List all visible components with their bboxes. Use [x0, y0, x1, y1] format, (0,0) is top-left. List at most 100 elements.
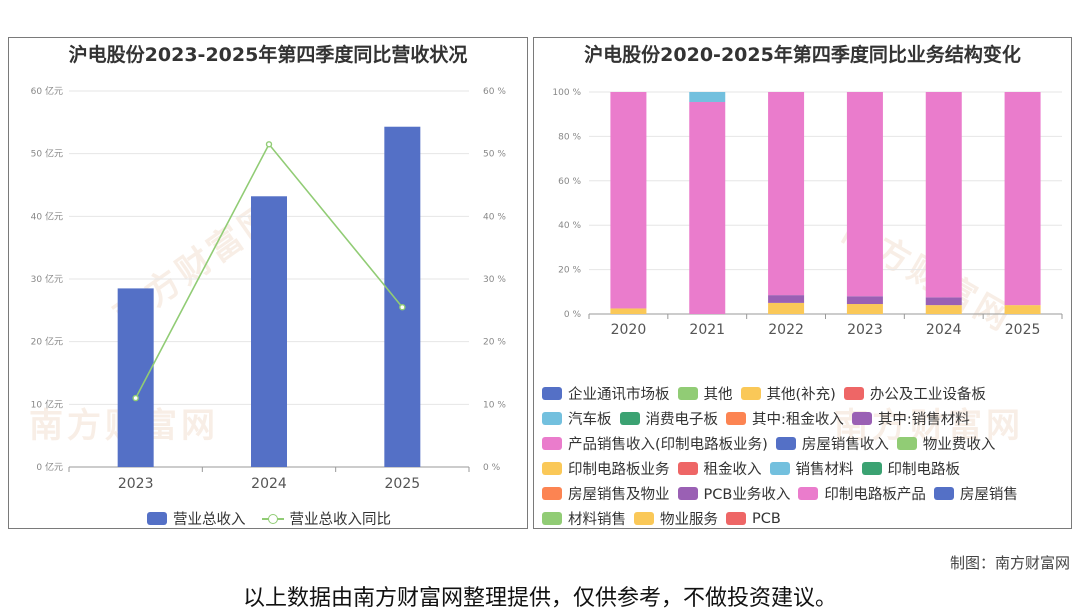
legend-swatch [769, 462, 790, 475]
legend-swatch [726, 512, 746, 525]
revenue-yoy-point [399, 304, 406, 311]
legend-item[interactable]: 其他 [677, 383, 733, 404]
structure-chart-legend: 企业通讯市场板 其他 其他(补充) 办公及工业设备板汽车板 消费电子板 其中:租金收入 其中… [542, 381, 1070, 528]
y-left-tick-label: 20 亿元 [31, 336, 63, 348]
legend-label: PCB [752, 510, 781, 527]
legend-revenue-swatch [147, 512, 167, 525]
x-tick-label: 2024 [926, 322, 962, 338]
legend-revenue-yoy-label: 营业总收入同比 [289, 512, 392, 528]
structure-chart-title: 沪电股份2020-2025年第四季度同比业务结构变化 [584, 44, 1021, 66]
x-tick-label: 2025 [385, 476, 421, 492]
legend-revenue[interactable]: 营业总收入 [147, 508, 246, 528]
structure-bar-segment [768, 92, 805, 296]
legend-label: 其中:租金收入 [752, 412, 844, 428]
legend-label: 物业费收入 [922, 437, 996, 453]
legend-swatch [861, 462, 882, 475]
y-left-tick-label: 50 亿元 [31, 148, 63, 160]
legend-item[interactable]: PCB [726, 511, 781, 527]
legend-item[interactable]: 其他(补充) [740, 383, 836, 404]
x-tick-label: 2023 [847, 322, 883, 338]
legend-swatch [542, 412, 562, 425]
legend-item[interactable]: 产品销售收入(印制电路板业务) [542, 433, 768, 454]
legend-label: 租金收入 [703, 462, 762, 478]
legend-label: 企业通讯市场板 [568, 387, 670, 403]
legend-item[interactable]: 其中:销售材料 [851, 408, 970, 429]
legend-label: 印制电路板产品 [824, 487, 926, 503]
y-right-tick-label: 30 % [483, 275, 506, 285]
legend-label: 物业服务 [660, 512, 718, 528]
legend-swatch [677, 487, 698, 500]
legend-item[interactable]: 房屋销售及物业 [542, 483, 670, 504]
structure-bar-segment [846, 296, 883, 305]
legend-item[interactable]: 房屋销售收入 [775, 433, 889, 454]
legend-item[interactable]: 印制电路板业务 [542, 458, 670, 479]
legend-item[interactable]: 物业服务 [634, 508, 718, 528]
revenue-bar [117, 288, 154, 467]
y-tick-label: 20 % [558, 266, 581, 276]
legend-label: PCB业务收入 [703, 487, 791, 503]
legend-row: 企业通讯市场板 其他 其他(补充) 办公及工业设备板 [542, 381, 1070, 406]
legend-label: 其他(补充) [766, 387, 836, 403]
y-right-tick-label: 40 % [483, 212, 506, 222]
legend-swatch [542, 487, 562, 500]
x-tick-label: 2023 [118, 476, 154, 492]
y-left-tick-label: 40 亿元 [31, 210, 63, 222]
y-tick-label: 80 % [558, 132, 581, 142]
chart-credit: 制图：南方财富网 [949, 554, 1070, 572]
legend-item[interactable]: 消费电子板 [619, 408, 719, 429]
x-tick-label: 2024 [251, 476, 287, 492]
structure-bar-segment [1004, 92, 1041, 306]
legend-swatch [542, 462, 562, 475]
legend-swatch [634, 512, 654, 525]
legend-label: 房屋销售 [959, 487, 1018, 503]
legend-item[interactable]: PCB业务收入 [677, 483, 791, 504]
x-tick-label: 2025 [1005, 322, 1041, 338]
legend-item[interactable]: 房屋销售 [933, 483, 1018, 504]
legend-item[interactable]: 物业费收入 [896, 433, 996, 454]
legend-label: 消费电子板 [645, 412, 719, 428]
legend-label: 销售材料 [795, 462, 854, 478]
y-right-tick-label: 0 % [483, 463, 501, 473]
y-tick-label: 40 % [558, 221, 581, 231]
legend-swatch [798, 487, 819, 500]
legend-item[interactable]: 印制电路板产品 [798, 483, 926, 504]
legend-item[interactable]: 租金收入 [677, 458, 762, 479]
legend-revenue-yoy-swatch [261, 513, 284, 525]
legend-label: 印制电路板业务 [568, 462, 670, 478]
structure-bar-segment [846, 92, 883, 297]
legend-swatch [542, 512, 562, 525]
legend-item[interactable]: 企业通讯市场板 [542, 383, 670, 404]
legend-item[interactable]: 办公及工业设备板 [843, 383, 986, 404]
legend-swatch [843, 387, 864, 400]
legend-row: 材料销售 物业服务 PCB [542, 506, 1070, 528]
structure-bar-segment [610, 92, 647, 309]
revenue-chart-svg: 0 亿元 10 亿元 20 亿元 30 亿元 40 亿元 50 亿元 60 亿元 0 % 10 … [31, 85, 507, 492]
legend-revenue-label: 营业总收入 [173, 512, 246, 528]
legend-swatch [542, 437, 562, 450]
structure-bar-segment [689, 101, 726, 314]
legend-item[interactable]: 材料销售 [542, 508, 626, 528]
legend-swatch [933, 487, 954, 500]
disclaimer: 以上数据由南方财富网整理提供，仅供参考，不做投资建议。 [242, 586, 837, 611]
structure-bar-segment [925, 297, 962, 306]
legend-item[interactable]: 销售材料 [769, 458, 854, 479]
legend-swatch [677, 462, 698, 475]
legend-revenue-yoy[interactable]: 营业总收入同比 [261, 508, 392, 528]
legend-item[interactable]: 汽车板 [542, 408, 612, 429]
y-right-tick-label: 60 % [483, 87, 506, 97]
revenue-chart-legend: 营业总收入 营业总收入同比 [9, 508, 527, 528]
x-tick-label: 2020 [611, 322, 647, 338]
legend-row: 房屋销售及物业 PCB业务收入 印制电路板产品 房屋销售 [542, 481, 1070, 506]
legend-label: 房屋销售及物业 [568, 487, 670, 503]
structure-bar-segment [610, 308, 647, 314]
legend-swatch [851, 412, 872, 425]
legend-item[interactable]: 印制电路板 [861, 458, 961, 479]
revenue-chart-panel: 南方财富网 南方财富网 沪电股份2023-2025年第四季度同比营收状况 0 亿… [8, 37, 528, 529]
legend-item[interactable]: 其中:租金收入 [726, 408, 844, 429]
structure-chart-panel: 南方财富网 南方财富网 沪电股份2020-2025年第四季度同比业务结构变化 0… [533, 37, 1072, 529]
y-left-tick-label: 60 亿元 [31, 85, 63, 97]
legend-label: 印制电路板 [887, 462, 961, 478]
y-left-tick-label: 0 亿元 [36, 461, 63, 473]
legend-label: 办公及工业设备板 [869, 387, 986, 403]
legend-label: 汽车板 [568, 412, 612, 428]
